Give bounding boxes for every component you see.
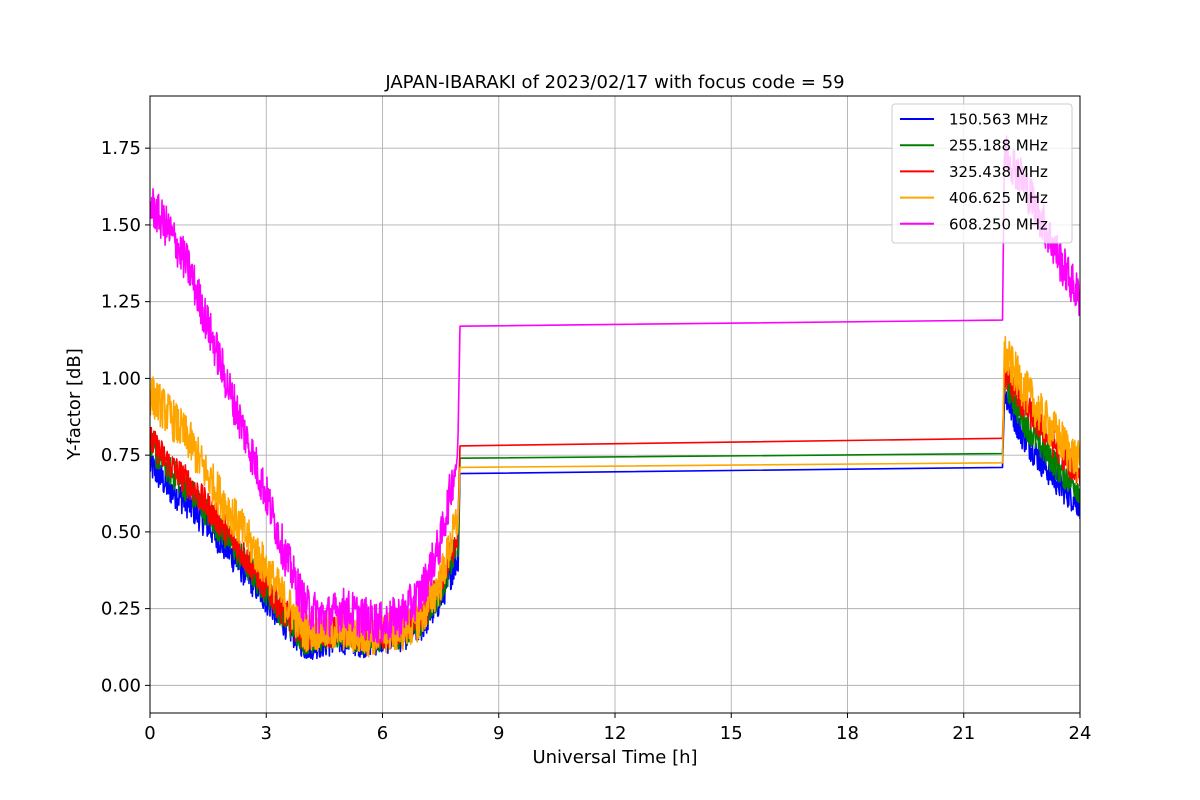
y-tick-label: 0.25 [101,599,141,620]
y-tick-label: 1.50 [101,215,141,236]
series-line-3 [150,335,1080,658]
x-tick-label: 24 [1069,723,1092,744]
x-tick-label: 21 [952,723,975,744]
x-tick-label: 12 [604,723,627,744]
y-tick-label: 0.50 [101,522,141,543]
y-axis-label: Y-factor [dB] [64,348,85,461]
legend-label: 150.563 MHz [949,111,1048,129]
y-tick-label: 1.25 [101,292,141,313]
legend-label: 608.250 MHz [949,215,1048,233]
x-tick-label: 15 [720,723,743,744]
legend-label: 406.625 MHz [949,189,1048,207]
legend-box [891,103,1073,244]
y-tick-label: 1.00 [101,368,141,389]
legend: 150.563 MHz 255.188 MHz 325.438 MHz 406.625… [891,103,1073,244]
x-axis-label: Universal Time [h] [532,747,697,768]
x-tick-label: 9 [493,723,504,744]
legend-label: 325.438 MHz [949,163,1048,181]
y-tick-label: 1.75 [101,138,141,159]
chart-title: JAPAN-IBARAKI of 2023/02/17 with focus c… [384,72,844,93]
y-tick-label: 0.00 [101,675,141,696]
x-tick-label: 6 [377,723,388,744]
x-tick-label: 18 [836,723,859,744]
legend-label: 255.188 MHz [949,137,1048,155]
y-axis: 0.00 0.25 0.50 0.75 1.00 1.25 1.50 1.75 [101,138,150,696]
x-axis: 0 3 6 9 12 15 18 21 24 [144,713,1091,744]
y-tick-label: 0.75 [101,445,141,466]
x-tick-label: 0 [144,723,155,744]
x-tick-label: 3 [261,723,272,744]
